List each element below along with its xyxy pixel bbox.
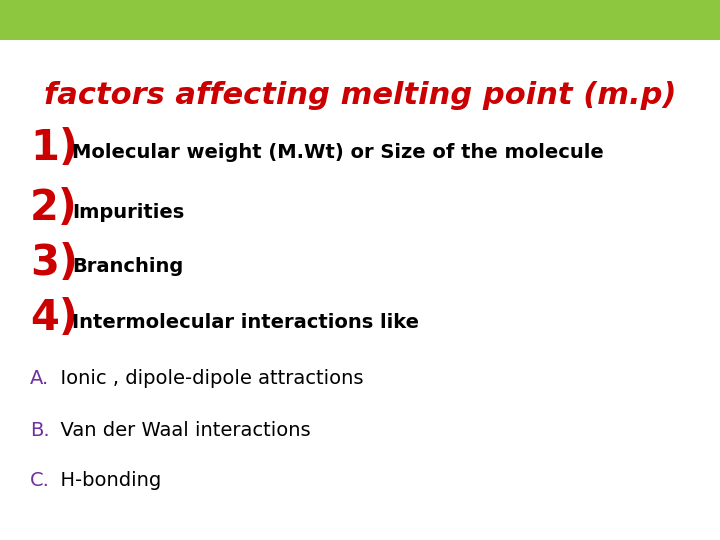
Text: Ionic , dipole-dipole attractions: Ionic , dipole-dipole attractions	[48, 368, 364, 388]
Text: 1): 1)	[30, 127, 78, 169]
Text: Van der Waal interactions: Van der Waal interactions	[48, 421, 310, 440]
Text: A.: A.	[30, 368, 49, 388]
Text: C.: C.	[30, 470, 50, 489]
Text: H-bonding: H-bonding	[48, 470, 161, 489]
Text: factors affecting melting point (m.p): factors affecting melting point (m.p)	[44, 80, 676, 110]
Text: Branching: Branching	[72, 258, 184, 276]
Text: 3): 3)	[30, 242, 78, 284]
Bar	[0, 0, 720, 40]
Text: B.: B.	[30, 421, 50, 440]
Text: 4): 4)	[30, 297, 78, 339]
Text: 2): 2)	[30, 187, 78, 229]
Text: Intermolecular interactions like: Intermolecular interactions like	[72, 313, 419, 332]
Text: Impurities: Impurities	[72, 202, 184, 221]
Text: Molecular weight (M.Wt) or Size of the molecule: Molecular weight (M.Wt) or Size of the m…	[72, 143, 604, 161]
